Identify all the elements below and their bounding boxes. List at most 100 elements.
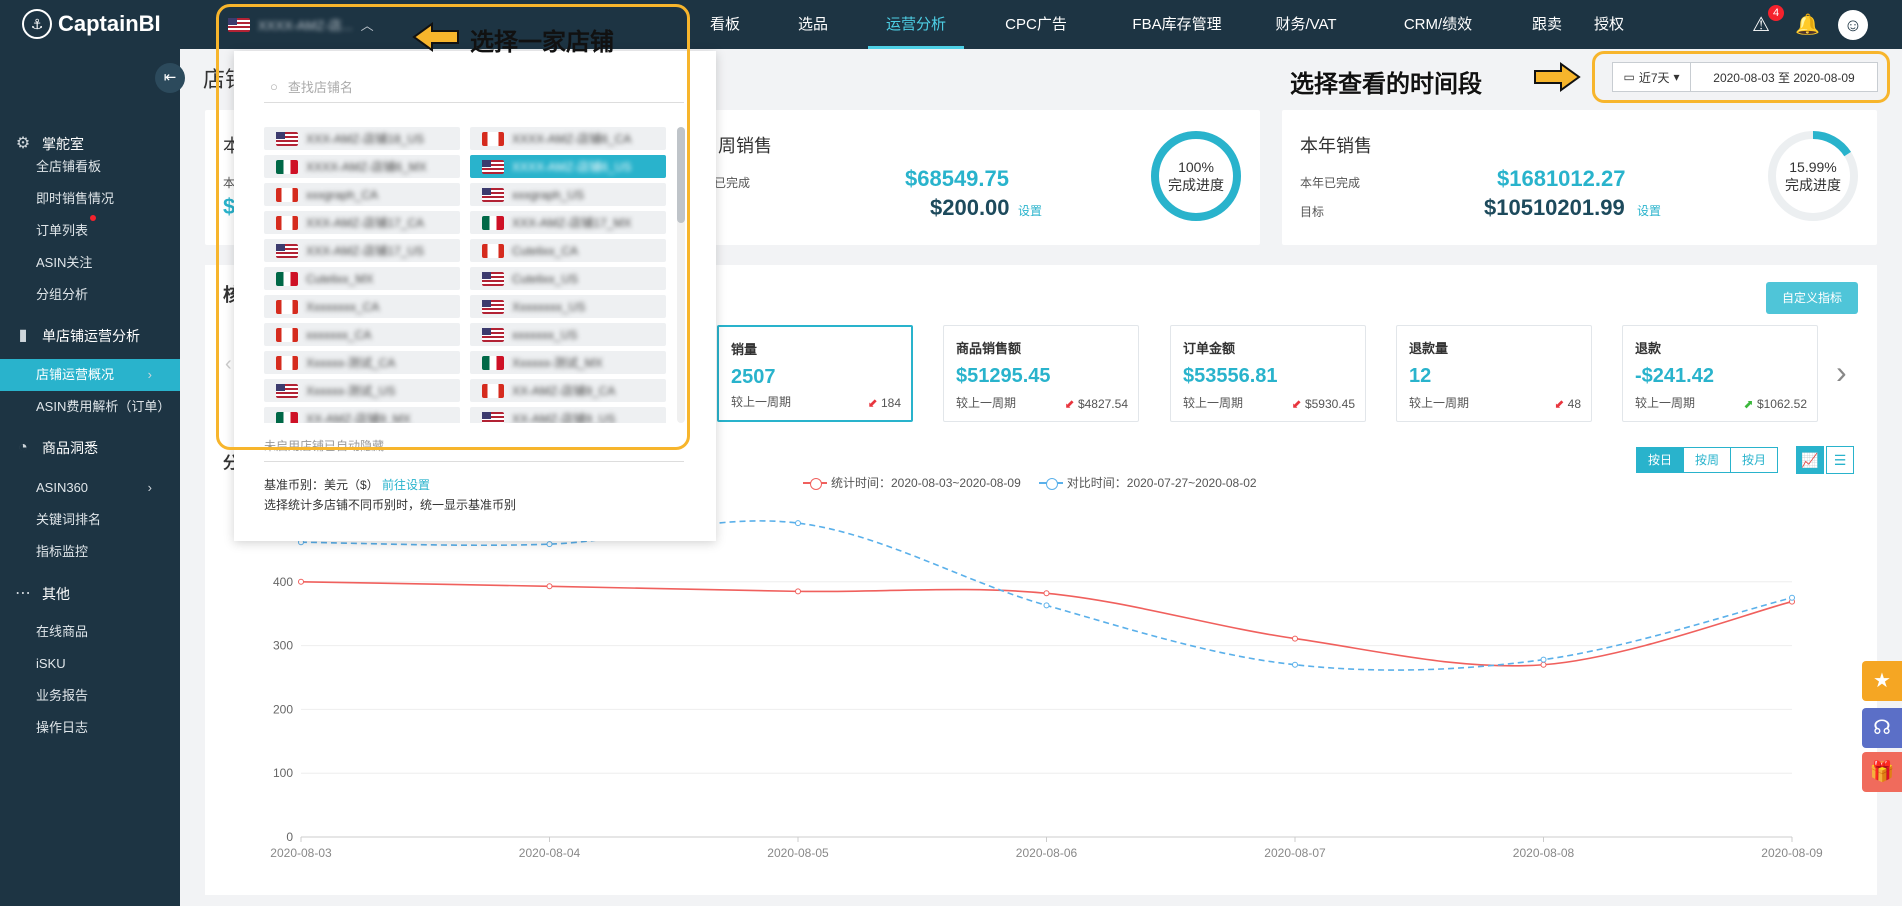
store-option[interactable]: XXX-AMZ-店铺17_MX [470,211,666,234]
sidebar-item-business-report[interactable]: 业务报告 [36,688,89,703]
granularity-day[interactable]: 按日 [1636,447,1684,473]
store-option[interactable]: XX-AMZ-店铺9_MX [264,407,460,423]
avatar[interactable]: ☺ [1838,10,1868,40]
date-range-picker[interactable]: ▭ 近7天 ▾ 2020-08-03 至 2020-08-09 [1612,62,1878,92]
line-chart-view-icon[interactable]: 📈 [1796,446,1824,474]
next-arrow-icon[interactable]: › [1836,354,1847,390]
store-option-label: Xxxxxx-测试_MX [512,356,603,370]
calendar-icon: ▭ [1623,70,1635,84]
sidebar-group-helm[interactable]: ⚙ 掌舵室 [0,124,180,164]
bookmark-icon[interactable]: ★ [1862,661,1902,701]
custom-metrics-button[interactable]: 自定义指标 [1766,282,1858,314]
sidebar-group-other[interactable]: ⋯ 其他 [0,574,180,614]
annotation-frame-date [1592,51,1890,103]
menu-product-selection[interactable]: 选品 [797,16,828,33]
sidebar-item-operation-log[interactable]: 操作日志 [36,720,89,735]
us-flag-icon [276,243,298,258]
store-selector[interactable]: XXXX-AMZ-店... ︿ [228,15,374,34]
legend-label: 对比时间：2020-07-27~2020-08-02 [1066,476,1257,490]
store-option[interactable]: Xxxxxx-测试_US [264,379,460,402]
store-option[interactable]: Cutelixx_US [470,267,666,290]
menu-operation-analysis[interactable]: 运营分析 [868,0,964,49]
menu-crm[interactable]: CRM/绩效 [1403,16,1473,33]
alert-icon[interactable]: ⚠ [1752,14,1770,36]
store-option[interactable]: XX-AMZ-店铺9_US [470,407,666,423]
menu-authorization[interactable]: 授权 [1593,16,1624,33]
sidebar-group-single-store[interactable]: ▮ 单店铺运营分析 [0,316,180,356]
sidebar-item-orders[interactable]: 订单列表 [0,215,180,247]
bar-chart-icon: ▮ [18,327,28,344]
headset-icon[interactable]: ☊ [1862,708,1902,748]
menu-cpc-ads[interactable]: CPC广告 [1005,16,1067,33]
sidebar-item-asin-watch[interactable]: ASIN关注 [36,255,93,270]
metric-card-product-sales[interactable]: 商品销售额 $51295.45 较上一周期 ⬋ $4827.54 [943,325,1139,422]
store-search-input[interactable]: ○ 查找店铺名 [264,71,684,103]
sidebar-item-all-stores[interactable]: 全店铺看板 [36,159,102,174]
store-option[interactable]: Xxxxxxxx_CA [264,295,460,318]
sidebar-collapse-button[interactable]: ⇤ [155,63,185,93]
sidebar-item-online-products[interactable]: 在线商品 [36,624,89,639]
store-option[interactable]: xxxxxxx_US [470,323,666,346]
store-option[interactable]: xxxgraph_CA [264,183,460,206]
mx-flag-icon [276,271,298,286]
store-option-list: XXX-AMZ-店铺18_US XXXX-AMZ-店铺6_CA XXXX-AMZ-店… [264,127,674,423]
metric-card-sales-qty[interactable]: 销量 2507 较上一周期 ⬋ 184 [717,325,913,422]
menu-follow-sell[interactable]: 跟卖 [1531,16,1562,33]
store-option[interactable]: XXXX-AMZ-店铺6_MX [264,155,460,178]
ca-flag-icon [482,243,504,258]
menu-fba-inventory[interactable]: FBA库存管理 [1132,16,1222,33]
sales-card-year: 本年销售 本年已完成 $1681012.27 目标 $10510201.99 设… [1282,110,1877,245]
granularity-week[interactable]: 按周 [1683,447,1731,473]
data-point [298,578,304,585]
y-tick-label: 300 [273,639,293,653]
set-target-link[interactable]: 设置 [1018,204,1043,218]
sidebar-item-asin-fee[interactable]: ASIN费用解析（订单） [36,399,171,414]
menu-finance-vat[interactable]: 财务/VAT [1275,16,1337,33]
store-option[interactable]: XXX-AMZ-店铺17_CA [264,211,460,234]
prev-arrow-icon[interactable]: ‹ [225,353,232,375]
menu-dashboard[interactable]: 看板 [709,16,740,33]
store-option[interactable]: XXXX-AMZ-店铺6_CA [470,127,666,150]
sidebar-item-store-overview[interactable]: 店铺运营概况 › [0,359,180,391]
scrollbar-thumb[interactable] [677,127,685,223]
store-option[interactable]: XXX-AMZ-店铺17_US [264,239,460,262]
granularity-month[interactable]: 按月 [1730,447,1778,473]
store-option[interactable]: xxxgraph_US [470,183,666,206]
store-option[interactable]: xxxxxxx_CA [264,323,460,346]
sidebar-item-asin360[interactable]: ASIN360 › [0,472,180,504]
date-preset-value: 近7天 [1638,70,1670,85]
store-option[interactable]: XXX-AMZ-店铺18_US [264,127,460,150]
sidebar-item-realtime-sales[interactable]: 即时销售情况 [36,191,115,206]
app-name: CaptainBI [58,11,161,36]
metric-card-refund-amount[interactable]: 退款 -$241.42 较上一周期 ⬈ $1062.52 [1622,325,1818,422]
store-option[interactable]: Cutelixx_CA [470,239,666,262]
dropdown-scrollbar[interactable] [677,127,685,423]
metric-card-refund-qty[interactable]: 退款量 12 较上一周期 ⬋ 48 [1396,325,1592,422]
store-option[interactable]: Cutelixx_MX [264,267,460,290]
goto-settings-link[interactable]: 前往设置 [382,478,431,492]
store-option-label: XXX-AMZ-店铺17_US [306,244,425,258]
store-option-label: Xxxxxxxx_CA [306,299,380,314]
table-view-icon[interactable]: ☰ [1826,446,1854,474]
sales-card-completed-label: 本年已完成 [1300,176,1361,190]
logo[interactable]: ⚓ CaptainBI [22,9,161,39]
store-option-label: XX-AMZ-店铺9_CA [512,384,616,398]
legend-item-compare[interactable]: 对比时间：2020-07-27~2020-08-02 [1038,474,1257,491]
sidebar-item-keyword-rank[interactable]: 关键词排名 [36,512,102,527]
sidebar-item-metric-monitor[interactable]: 指标监控 [36,544,89,559]
date-preset-select[interactable]: ▭ 近7天 ▾ [1613,63,1691,91]
set-target-link[interactable]: 设置 [1637,204,1662,218]
bell-icon[interactable]: 🔔 [1795,14,1820,36]
gift-icon[interactable]: 🎁 [1862,752,1902,792]
store-option[interactable]: Xxxxxxxx_US [470,295,666,318]
store-option[interactable]: Xxxxxx-测试_CA [264,351,460,374]
sidebar-item-group-analysis[interactable]: 分组分析 [36,287,89,302]
sidebar-item-isku[interactable]: iSKU [36,656,66,671]
store-option[interactable]: XX-AMZ-店铺9_CA [470,379,666,402]
store-option[interactable]: Xxxxxx-测试_MX [470,351,666,374]
store-option[interactable]: XXXX-AMZ-店铺6_US [470,155,666,178]
sidebar-group-product-insight[interactable]: ◔ 商品洞悉 [0,428,180,468]
metric-card-order-amount[interactable]: 订单金额 $53556.81 较上一周期 ⬋ $5930.45 [1170,325,1366,422]
date-range-value[interactable]: 2020-08-03 至 2020-08-09 [1713,70,1855,85]
legend-item-current[interactable]: 统计时间：2020-08-03~2020-08-09 [803,474,1021,491]
